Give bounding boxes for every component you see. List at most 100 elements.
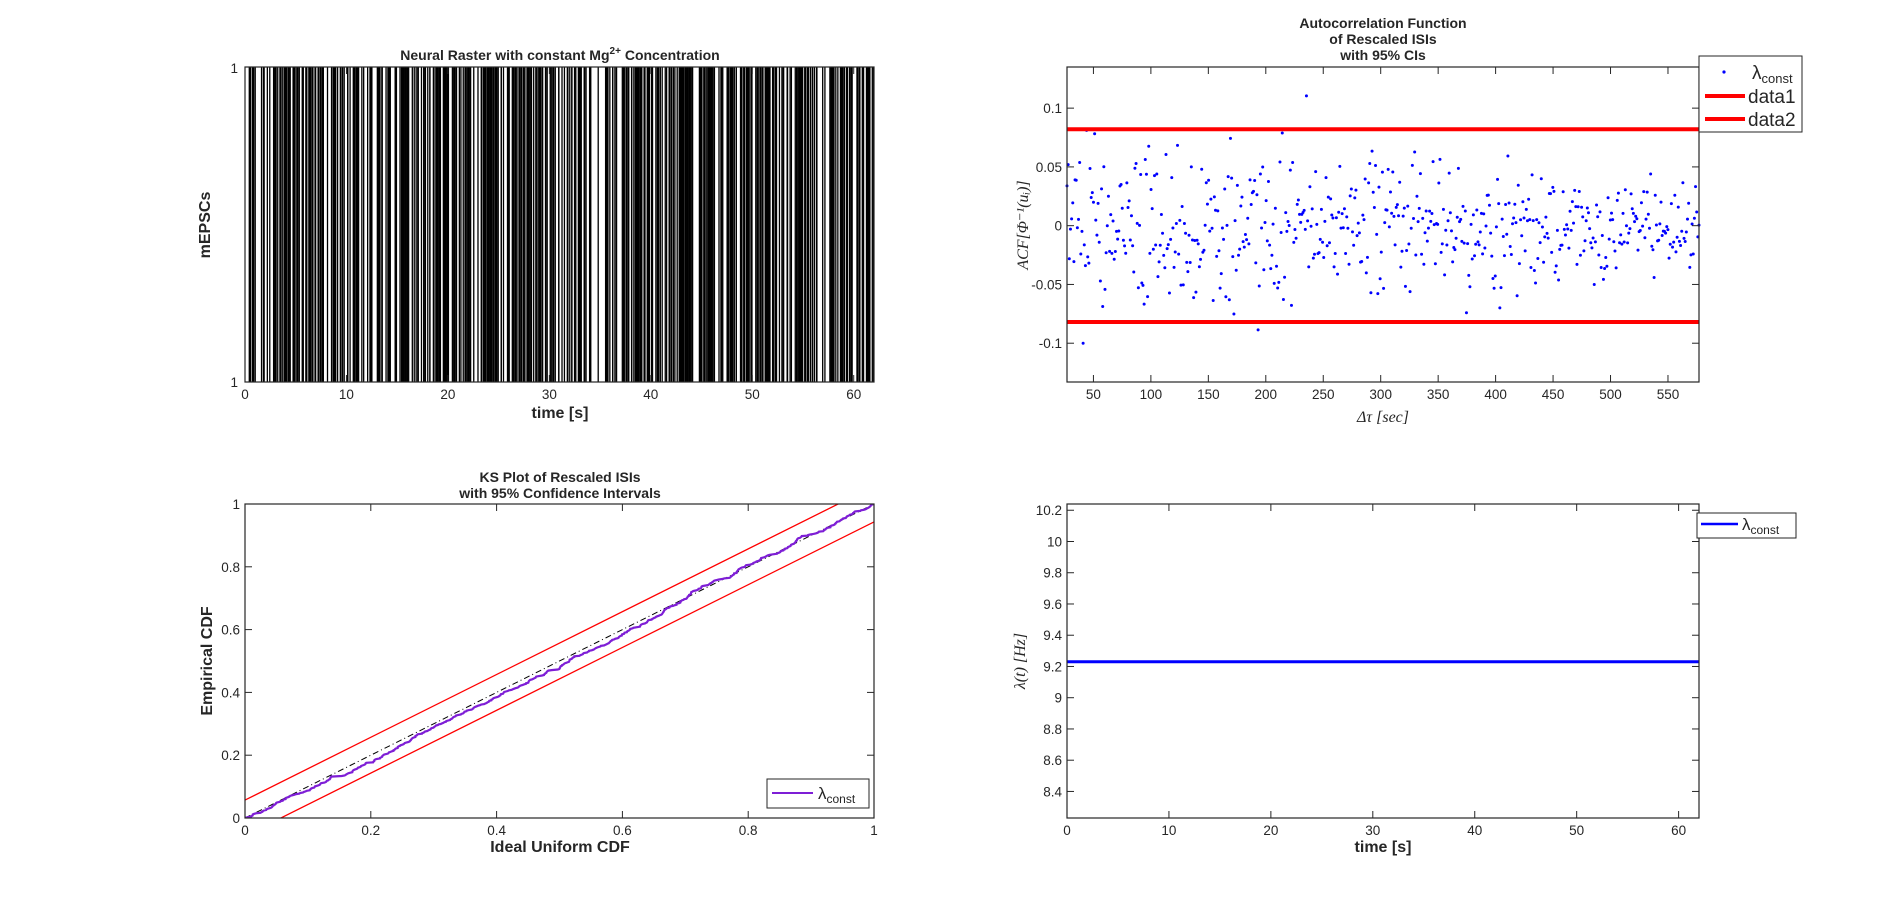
acf-point <box>1524 207 1528 211</box>
acf-point <box>1314 170 1318 174</box>
acf-point <box>1654 223 1658 227</box>
acf-point <box>1231 255 1235 259</box>
acf-point <box>1311 256 1315 260</box>
acf-point <box>1264 199 1268 203</box>
acf-point <box>1591 236 1595 240</box>
acf-point <box>1666 228 1670 232</box>
acf-point <box>1308 185 1312 189</box>
acf-point <box>1476 240 1480 244</box>
acf-point <box>1127 199 1131 203</box>
raster-axes-box <box>244 66 875 383</box>
acf-point <box>1688 265 1692 269</box>
acf-point <box>1490 254 1494 258</box>
acf-point <box>1378 277 1382 281</box>
acf-point <box>1318 237 1322 241</box>
acf-point <box>1068 227 1072 231</box>
acf-point <box>1398 180 1402 184</box>
ks-ytick-label: 0.4 <box>221 685 240 700</box>
acf-point <box>1187 233 1191 237</box>
acf-point <box>1644 217 1648 221</box>
ks-xtick-label: 0.2 <box>361 823 380 838</box>
acf-point <box>1452 245 1456 249</box>
acf-point <box>1649 172 1653 176</box>
acf-point <box>1683 240 1687 244</box>
acf-point <box>1525 219 1529 223</box>
acf-point <box>1344 252 1348 256</box>
lambda-ylabel: λ(t) [Hz] <box>1012 633 1029 690</box>
acf-point <box>1657 238 1661 242</box>
acf-point <box>1431 160 1435 164</box>
acf-point <box>1166 243 1170 247</box>
acf-ytick-label: -0.1 <box>1039 336 1062 351</box>
acf-point <box>1653 193 1657 197</box>
ks-axes-box <box>244 503 875 819</box>
acf-point <box>1162 253 1166 257</box>
acf-ylabel: ACF[Φ⁻¹(uᵢ)] <box>1015 180 1032 270</box>
acf-point <box>1551 185 1555 189</box>
acf-point <box>1471 213 1475 217</box>
acf-point <box>1141 283 1145 287</box>
acf-point <box>1530 173 1534 177</box>
acf-point <box>1380 170 1384 174</box>
acf-point <box>1207 178 1211 182</box>
acf-point <box>1454 236 1458 240</box>
acf-point <box>1626 241 1630 245</box>
acf-point <box>1624 224 1628 228</box>
acf-point <box>1142 302 1146 306</box>
acf-point <box>1342 207 1346 211</box>
acf-title-line2: of Rescaled ISIs <box>1329 31 1437 47</box>
acf-point <box>1241 240 1245 244</box>
acf-point <box>1610 211 1614 215</box>
acf-point <box>1599 265 1603 269</box>
acf-point <box>1538 241 1542 245</box>
acf-point <box>1140 281 1144 285</box>
acf-point <box>1446 219 1450 223</box>
ks-ytick-label: 0.8 <box>221 560 240 575</box>
acf-point <box>1536 257 1540 261</box>
acf-xtick-label: 300 <box>1369 387 1392 402</box>
acf-point <box>1479 211 1483 215</box>
acf-xtick-label: 400 <box>1484 387 1507 402</box>
acf-point <box>1303 227 1307 231</box>
acf-point <box>1289 303 1293 307</box>
acf-point <box>1406 204 1410 208</box>
lambda-legend[interactable]: λconst <box>1696 512 1797 539</box>
acf-legend[interactable]: λconst data1 data2 <box>1698 55 1803 133</box>
acf-point <box>1413 150 1417 154</box>
ks-legend[interactable]: λconst <box>766 778 870 809</box>
ks-plot-area <box>245 504 874 818</box>
acf-point <box>1196 242 1200 246</box>
ks-ylabel: Empirical CDF <box>199 606 216 716</box>
acf-point <box>1194 290 1198 294</box>
acf-point <box>1330 213 1334 217</box>
acf-point <box>1286 220 1290 224</box>
acf-point <box>1310 207 1314 211</box>
acf-point <box>1355 234 1359 238</box>
acf-point <box>1467 273 1471 277</box>
lambda-xtick-label: 60 <box>1671 823 1686 838</box>
ks-axes: KS Plot of Rescaled ISIs with 95% Confid… <box>199 469 878 856</box>
acf-point <box>1367 181 1371 185</box>
acf-point <box>1650 244 1654 248</box>
acf-point <box>1438 157 1442 161</box>
acf-point <box>1505 232 1509 236</box>
acf-point <box>1528 218 1532 222</box>
acf-point <box>1660 233 1664 237</box>
acf-point <box>1275 264 1279 268</box>
acf-point <box>1079 252 1083 256</box>
acf-point <box>1560 243 1564 247</box>
acf-point <box>1399 265 1403 269</box>
acf-point <box>1593 240 1597 244</box>
acf-point <box>1596 215 1600 219</box>
acf-point <box>1612 240 1616 244</box>
acf-point <box>1501 235 1505 239</box>
acf-point <box>1082 243 1086 247</box>
acf-point <box>1181 283 1185 287</box>
acf-point <box>1474 242 1478 246</box>
acf-point <box>1573 188 1577 192</box>
acf-point <box>1542 260 1546 264</box>
acf-point <box>1133 166 1137 170</box>
acf-point <box>1348 194 1352 198</box>
acf-point <box>1449 229 1453 233</box>
